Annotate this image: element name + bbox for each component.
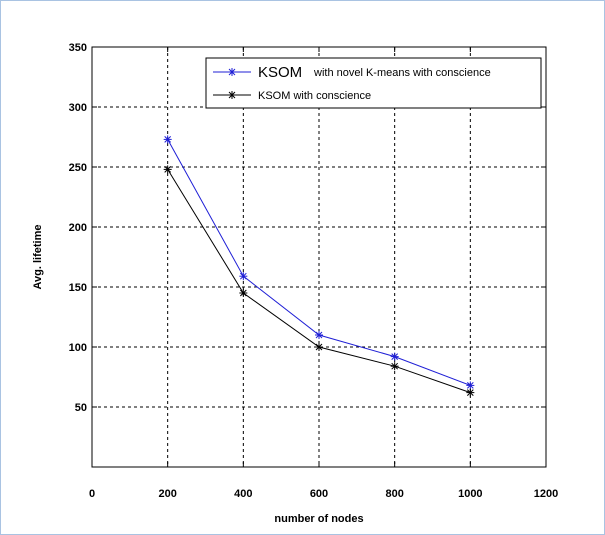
legend-label-ksom-conscience: KSOM with conscience (258, 90, 371, 102)
data-point-series-1 (239, 289, 248, 297)
legend-entry-ksom-novel-kmeans: KSOM with novel K-means with conscience (213, 64, 491, 81)
x-tick-label: 0 (89, 488, 95, 500)
data-point-series-1 (315, 343, 323, 351)
x-tick-label: 1200 (534, 488, 558, 500)
x-tick-label: 800 (385, 488, 403, 500)
x-tick-label: 200 (158, 488, 176, 500)
legend-marker-ksom-conscience (228, 91, 236, 99)
y-tick-label: 150 (69, 282, 87, 294)
data-point-series-0 (239, 272, 248, 281)
tick-layer: 0 200 400 600 800 1000 1200 50 100 150 200 250 300 35… (69, 42, 559, 500)
legend-star-0 (228, 68, 236, 76)
legend-entry-ksom-conscience: KSOM with conscience (213, 90, 371, 102)
grid-layer (92, 47, 546, 467)
x-axis-label: number of nodes (274, 513, 363, 525)
x-tick-label: 400 (234, 488, 252, 500)
data-point-series-0 (163, 135, 172, 144)
y-tick-label: 350 (69, 42, 87, 54)
data-point-series-0 (315, 331, 323, 339)
y-tick-label: 200 (69, 222, 87, 234)
data-point-series-1 (466, 388, 475, 397)
legend-label-novel-kmeans: with novel K-means with conscience (313, 67, 491, 79)
legend-box (205, 57, 542, 109)
legend-marker-ksom-novel-kmeans (228, 68, 236, 76)
y-tick-label: 250 (69, 162, 87, 174)
legend: KSOM with novel K-means with conscience … (205, 57, 542, 109)
legend-star-1 (228, 91, 236, 99)
y-axis-label: Avg. lifetime (32, 225, 44, 290)
x-tick-label: 600 (310, 488, 328, 500)
y-tick-label: 300 (69, 102, 87, 114)
data-point-series-0 (466, 381, 475, 390)
y-tick-label: 100 (69, 342, 87, 354)
x-tick-label: 1000 (458, 488, 482, 500)
data-point-series-1 (163, 165, 172, 174)
series-layer (163, 135, 475, 397)
data-point-series-1 (390, 362, 399, 371)
data-point-series-0 (390, 352, 399, 361)
legend-label-ksom: KSOM (258, 64, 302, 81)
y-tick-label: 50 (75, 402, 87, 414)
